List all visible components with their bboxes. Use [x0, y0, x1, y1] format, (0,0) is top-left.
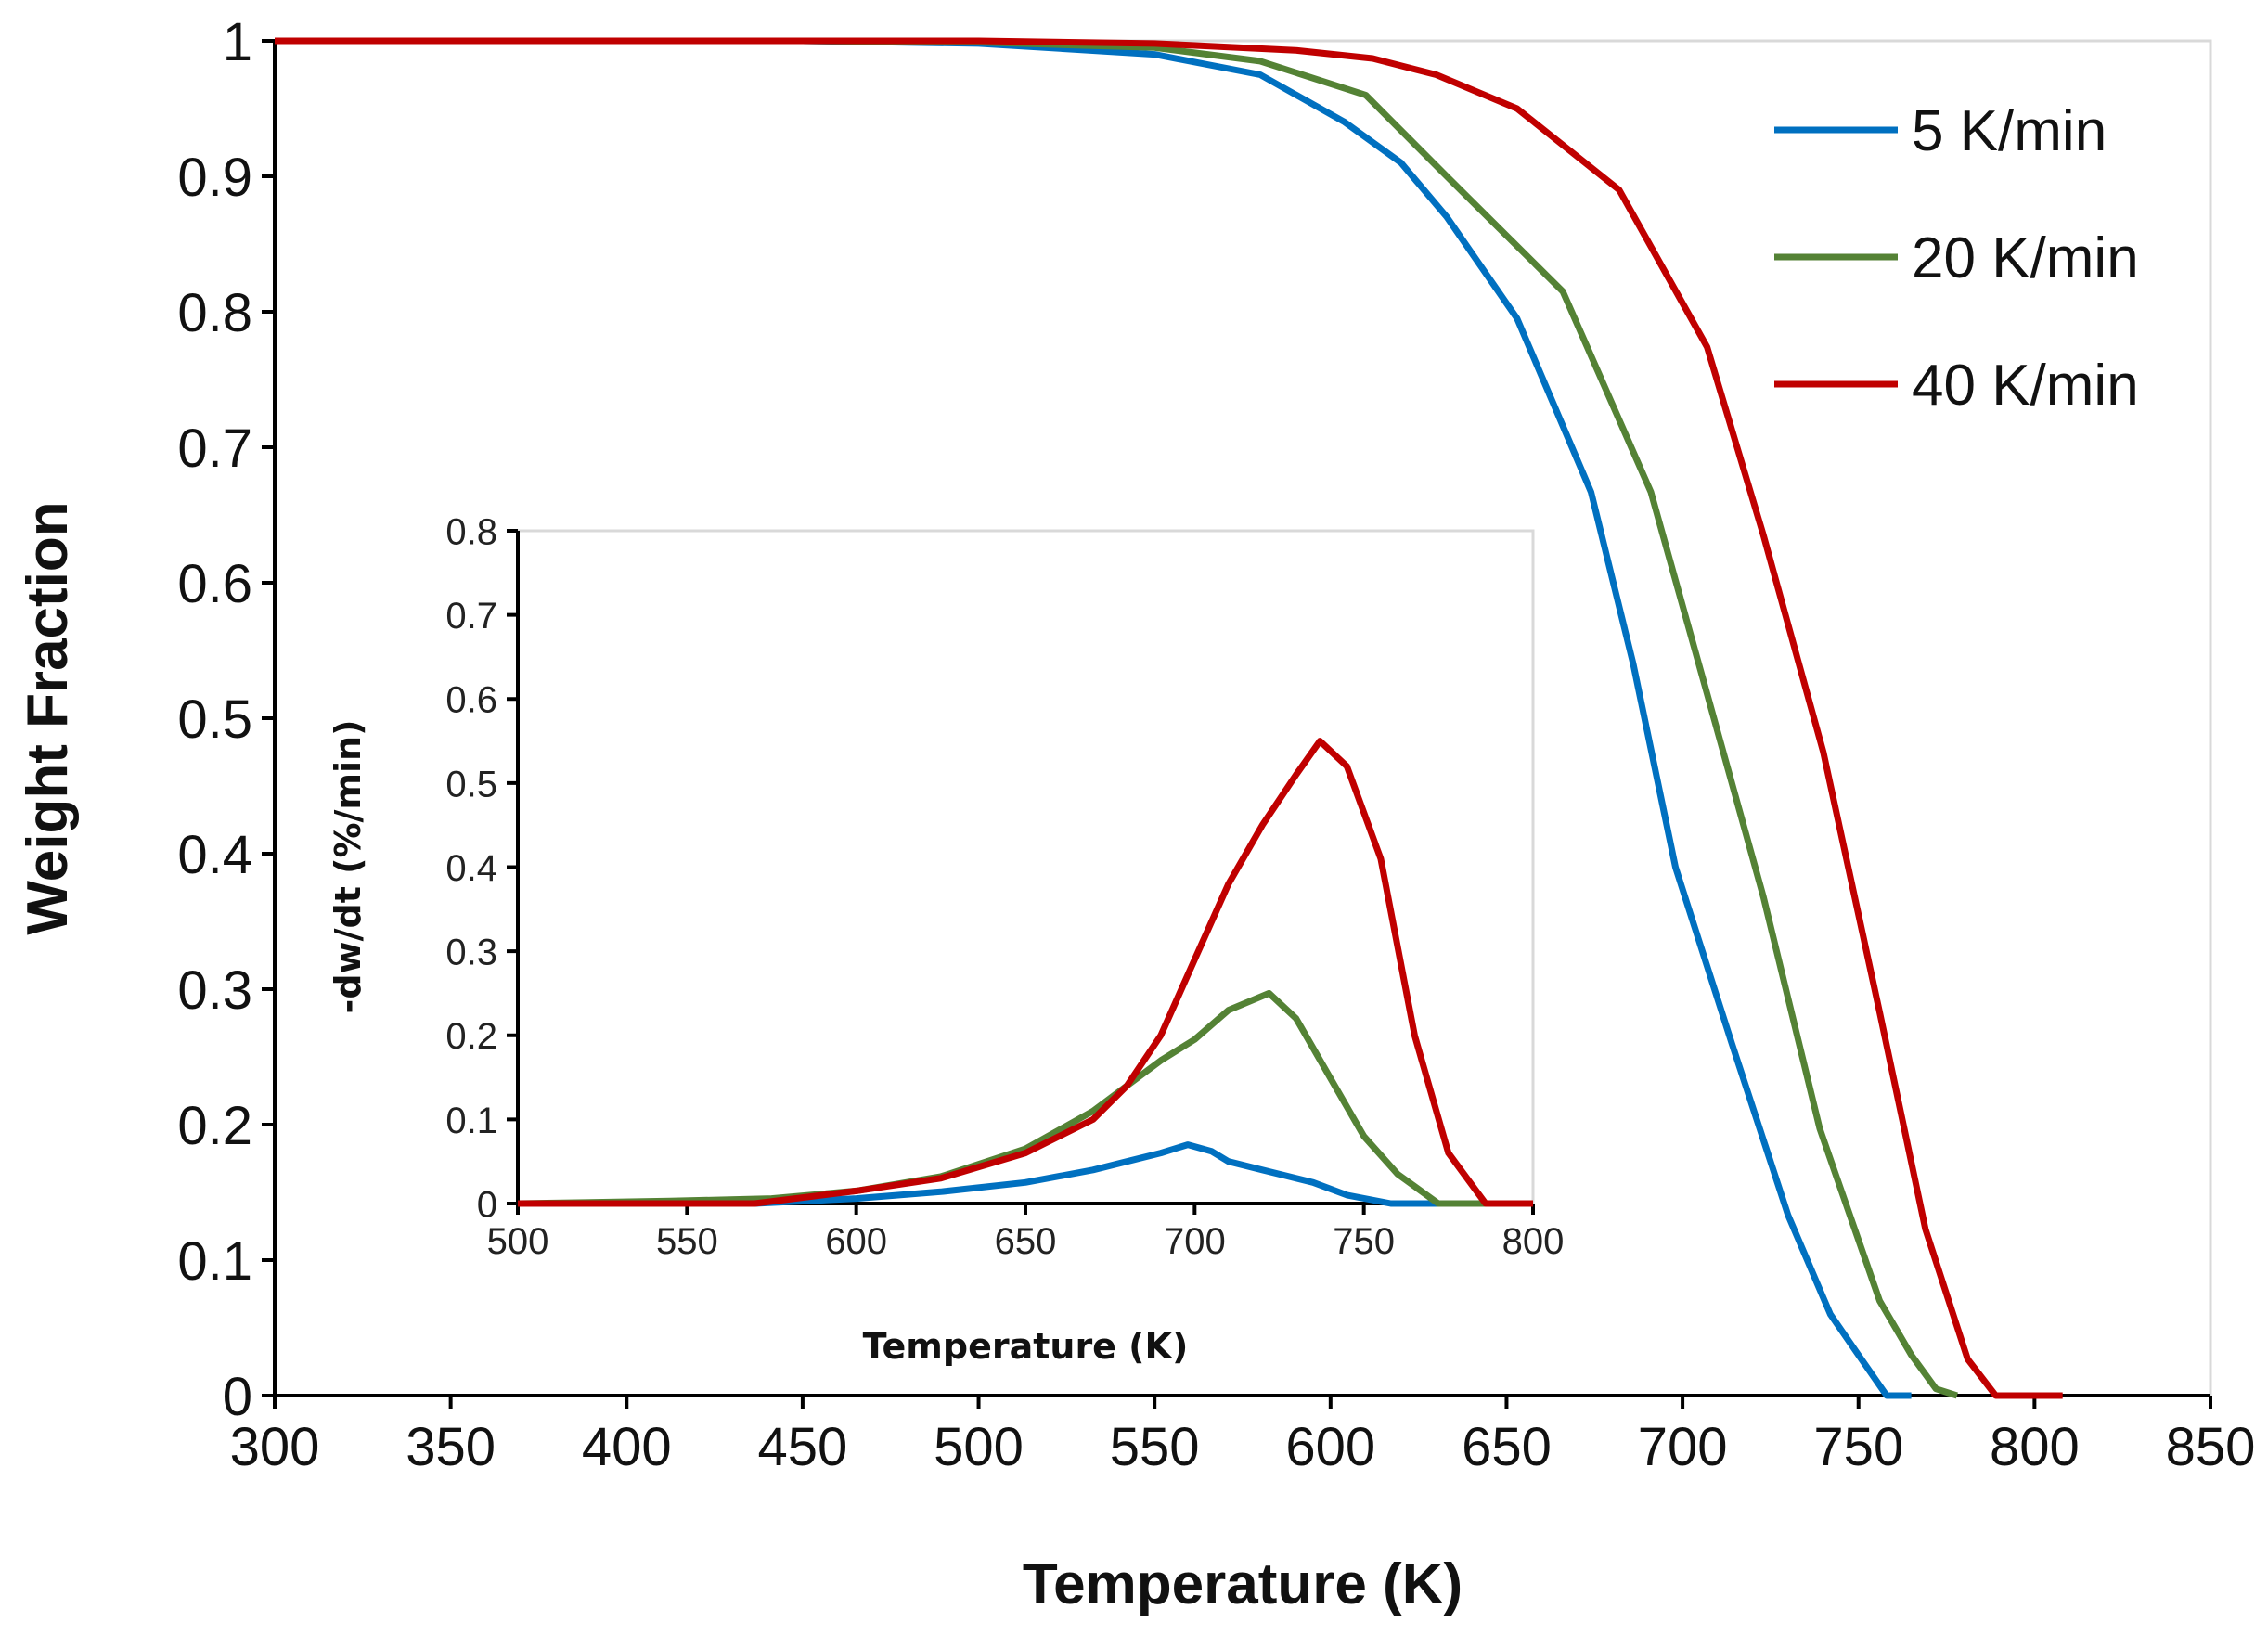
x-tick-label: 700 [1638, 1417, 1728, 1477]
y-tick-label: 0.8 [445, 511, 497, 552]
y-tick-label: 0.7 [177, 418, 252, 479]
y-tick-label: 1 [223, 12, 252, 72]
x-tick-label: 650 [995, 1221, 1057, 1262]
y-tick-label: 0.4 [445, 848, 497, 889]
inset-x-axis-label: Temperature (K) [863, 1326, 1189, 1367]
series-line-5-k-min [275, 37, 1912, 1399]
y-tick-label: 0.1 [177, 1231, 252, 1292]
legend: 5 K/min 20 K/min 40 K/min [1774, 99, 2139, 418]
x-tick-label: 550 [656, 1221, 718, 1262]
y-tick-label: 0.8 [177, 283, 252, 343]
legend-label: 40 K/min [1912, 354, 2139, 418]
main-y-axis-label: Weight Fraction [16, 501, 80, 934]
inset-y-axis-label: -dw/dt (%/min) [328, 720, 368, 1014]
series-line-5-k-min [518, 1141, 1533, 1207]
y-tick-label: 0.3 [445, 933, 497, 973]
x-tick-label: 450 [758, 1417, 848, 1477]
y-tick-label: 0.3 [177, 960, 252, 1021]
y-tick-label: 0.9 [177, 148, 252, 208]
x-tick-label: 500 [487, 1221, 549, 1262]
x-tick-label: 800 [1990, 1417, 2080, 1477]
x-tick-label: 750 [1333, 1221, 1395, 1262]
y-tick-label: 0.6 [445, 680, 497, 721]
y-tick-label: 0.5 [177, 689, 252, 750]
x-tick-label: 550 [1110, 1417, 1200, 1477]
y-tick-label: 0 [477, 1184, 497, 1225]
x-tick-label: 300 [230, 1417, 320, 1477]
legend-label: 5 K/min [1912, 99, 2107, 163]
x-tick-label: 500 [934, 1417, 1024, 1477]
series-line-40-k-min [275, 37, 2063, 1399]
y-tick-label: 0.1 [445, 1101, 497, 1141]
x-tick-label: 400 [582, 1417, 672, 1477]
y-tick-label: 0.7 [445, 596, 497, 637]
x-tick-label: 600 [825, 1221, 887, 1262]
x-tick-label: 750 [1813, 1417, 1903, 1477]
y-tick-label: 0.5 [445, 764, 497, 805]
main-x-axis-label: Temperature (K) [1023, 1552, 1463, 1616]
x-tick-label: 700 [1164, 1221, 1226, 1262]
y-tick-label: 0.6 [177, 554, 252, 614]
y-tick-label: 0.2 [177, 1096, 252, 1156]
legend-label: 20 K/min [1912, 226, 2139, 290]
y-tick-label: 0 [223, 1367, 252, 1427]
y-tick-label: 0.4 [177, 825, 252, 885]
x-tick-label: 850 [2166, 1417, 2256, 1477]
x-tick-label: 350 [406, 1417, 496, 1477]
series-line-40-k-min [518, 738, 1533, 1207]
x-tick-label: 650 [1462, 1417, 1552, 1477]
x-tick-label: 800 [1502, 1221, 1565, 1262]
x-tick-label: 600 [1285, 1417, 1375, 1477]
y-tick-label: 0.2 [445, 1016, 497, 1057]
